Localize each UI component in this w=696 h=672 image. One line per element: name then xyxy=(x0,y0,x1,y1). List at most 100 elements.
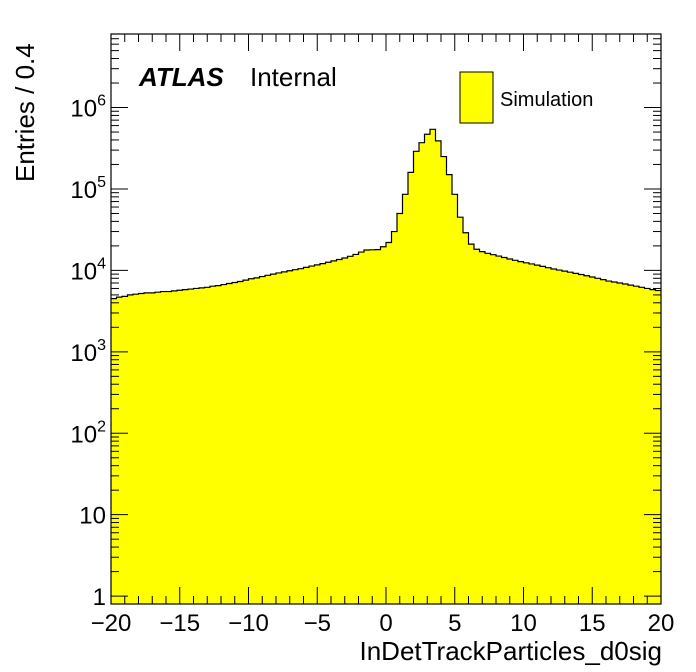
y-tick-label: 104 xyxy=(70,255,106,285)
histogram-bin xyxy=(534,265,541,604)
histogram-bin xyxy=(628,285,634,604)
histogram-bin xyxy=(160,291,167,604)
histogram-bin xyxy=(265,275,271,604)
histogram-bin xyxy=(457,217,464,604)
histogram-bin xyxy=(397,213,403,605)
histogram-bin xyxy=(353,254,359,604)
histogram-bin xyxy=(556,270,563,604)
histogram-bin xyxy=(490,254,497,605)
histogram-bin xyxy=(116,297,123,604)
histogram-bin xyxy=(254,277,260,604)
histogram-bin xyxy=(413,151,420,604)
histogram-bin xyxy=(342,257,348,604)
histogram-bin xyxy=(221,284,227,604)
histogram-bin xyxy=(391,231,398,605)
x-tick-label: 5 xyxy=(448,610,461,637)
histogram-bin xyxy=(358,252,365,605)
histogram-bin xyxy=(122,296,128,604)
histogram-bin xyxy=(452,194,458,605)
histogram-bin xyxy=(595,278,601,604)
histogram-bin xyxy=(215,285,222,604)
histogram-bin xyxy=(639,287,645,604)
histogram-bin xyxy=(501,257,508,604)
histogram-bin xyxy=(617,283,623,604)
x-tick-label: 0 xyxy=(379,610,392,637)
histogram-bin xyxy=(430,129,436,604)
histogram-bin xyxy=(237,281,244,604)
x-tick-label: 15 xyxy=(579,610,606,637)
histogram-bin xyxy=(292,269,299,604)
x-tick-labels: −20 −15 −10 −5 0 5 10 15 20 xyxy=(91,610,675,637)
histogram-bin xyxy=(287,270,293,604)
histogram-bin xyxy=(611,282,618,604)
x-axis-title: InDetTrackParticles_d0sig xyxy=(360,636,663,666)
histogram-bin xyxy=(573,273,579,604)
histogram-bin xyxy=(523,262,530,604)
histogram-bin xyxy=(248,278,255,604)
histogram-bars xyxy=(111,129,662,605)
histogram-bin xyxy=(562,271,568,604)
y-tick-label: 1 xyxy=(93,584,106,611)
y-tick-label: 102 xyxy=(70,418,106,448)
histogram-bin xyxy=(424,134,431,605)
histogram-bin xyxy=(149,292,156,604)
histogram-bin xyxy=(474,249,480,604)
histogram-bin xyxy=(298,268,304,604)
y-axis-ticks xyxy=(111,33,661,597)
y-tick-label: 103 xyxy=(70,337,106,367)
x-tick-label: 20 xyxy=(648,610,675,637)
histogram-bin xyxy=(127,294,134,604)
histogram-bin xyxy=(479,251,486,604)
histogram-bin xyxy=(567,272,574,604)
histogram-bin xyxy=(281,271,288,604)
histogram-bin xyxy=(166,291,172,604)
histogram-bin xyxy=(276,272,282,604)
histogram-bin xyxy=(133,294,139,604)
histogram-bin xyxy=(622,284,629,604)
histogram-bin xyxy=(369,249,376,604)
histogram-bin xyxy=(232,282,238,604)
histogram-bin xyxy=(380,246,387,604)
y-tick-labels: 1 10 102 103 104 105 106 xyxy=(70,93,106,612)
histogram-bin xyxy=(540,266,546,604)
y-tick-label: 106 xyxy=(70,93,106,123)
histogram-bin xyxy=(193,288,200,604)
histogram-bin xyxy=(518,261,524,604)
legend-label-simulation: Simulation xyxy=(500,89,593,111)
histogram-bin xyxy=(210,286,216,604)
histogram-outline xyxy=(111,128,661,300)
atlas-label: ATLAS xyxy=(138,62,224,92)
histogram-bin xyxy=(336,259,343,604)
x-tick-label: −20 xyxy=(91,610,132,637)
x-tick-label: −10 xyxy=(228,610,269,637)
histogram-bin xyxy=(633,286,640,604)
atlas-status-label: Internal xyxy=(250,62,337,92)
histogram-bin xyxy=(600,279,607,604)
histogram-bin xyxy=(650,289,656,604)
x-tick-label: 10 xyxy=(510,610,537,637)
histogram-bin xyxy=(204,287,211,604)
x-tick-label: −5 xyxy=(304,610,331,637)
histogram-bin xyxy=(386,242,392,604)
histogram-bin xyxy=(309,266,315,604)
histogram-bin xyxy=(177,290,183,604)
y-tick-label: 105 xyxy=(70,174,106,204)
histogram-bin xyxy=(529,263,535,604)
histogram-bin xyxy=(155,292,161,604)
histogram-bin xyxy=(347,256,354,604)
histogram-bin xyxy=(578,274,585,604)
histogram-bin xyxy=(375,249,381,605)
histogram-bin xyxy=(320,263,326,604)
histogram-bin xyxy=(496,256,502,604)
histogram-bin xyxy=(259,276,266,604)
histogram-bin xyxy=(408,172,414,604)
histogram-bin xyxy=(182,289,189,604)
histogram-bin xyxy=(606,281,612,604)
histogram-bin xyxy=(589,276,596,604)
histogram-bin xyxy=(270,274,277,604)
histogram-bin xyxy=(485,253,491,604)
histogram-bin xyxy=(314,264,321,604)
histogram-bin xyxy=(507,259,513,604)
histogram-bin xyxy=(188,289,194,604)
